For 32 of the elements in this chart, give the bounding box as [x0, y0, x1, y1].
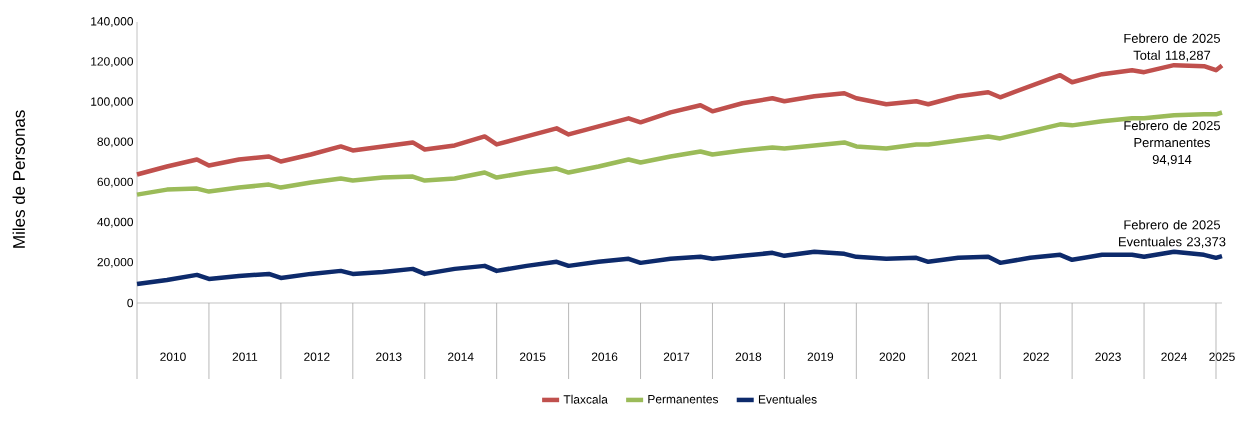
legend-label: Permanentes — [648, 395, 719, 404]
x-tick-label: 2017 — [663, 352, 690, 362]
x-tick-label: 2014 — [448, 352, 474, 362]
x-tick-label: 2010 — [160, 352, 186, 362]
annotation: Febrero de 2025 Eventuales 23,373 — [1119, 219, 1226, 248]
x-tick-label: 2022 — [1023, 352, 1049, 362]
y-tick-label: 20,000 — [97, 258, 134, 268]
y-tick-label: 0 — [127, 298, 134, 308]
y-axis-title: Miles de Personas — [12, 110, 25, 248]
line-series — [134, 249, 1225, 287]
x-tick-label: 2018 — [735, 352, 762, 362]
x-tick-label: 2016 — [591, 352, 618, 362]
x-tick-label: 2012 — [304, 352, 330, 362]
x-tick-label: 2024 — [1161, 352, 1187, 362]
annotation: Febrero de 2025 Total 118,287 — [1124, 33, 1221, 62]
annotation: Febrero de 2025 Permanentes 94,914 — [1124, 120, 1221, 166]
x-tick-label: 2013 — [376, 352, 402, 362]
y-tick-label: 120,000 — [91, 57, 134, 68]
x-tick-label: 2021 — [951, 352, 977, 362]
x-tick-label: 2015 — [519, 352, 546, 362]
y-tick-label: 140,000 — [91, 17, 134, 28]
x-tick-label: 2020 — [879, 352, 906, 362]
x-tick-label: 2023 — [1095, 352, 1121, 362]
y-tick-label: 100,000 — [91, 97, 134, 108]
legend-label: Tlaxcala — [563, 394, 608, 404]
x-tick-label: 2019 — [807, 352, 834, 362]
legend-label: Eventuales — [758, 394, 817, 404]
y-tick-label: 40,000 — [97, 217, 134, 228]
y-tick-label: 60,000 — [97, 177, 134, 188]
y-tick-label: 80,000 — [97, 137, 134, 148]
x-tick-label: 2011 — [232, 352, 258, 362]
x-tick-label: 2025 — [1209, 352, 1235, 362]
